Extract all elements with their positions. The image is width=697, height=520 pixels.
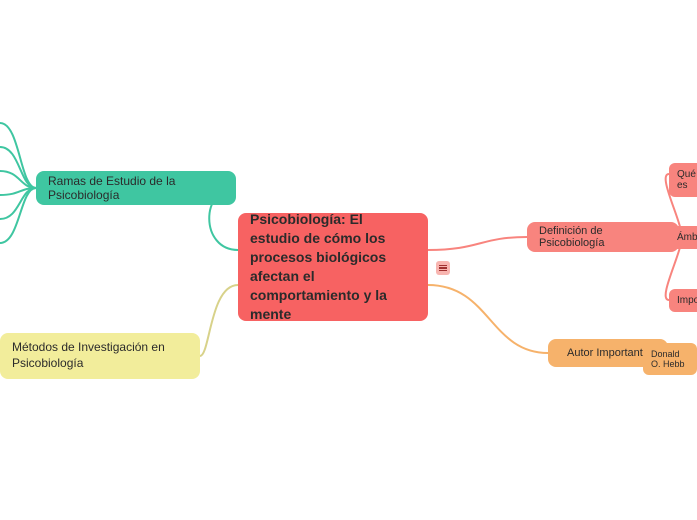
node-ambito[interactable]: Ámbito — [669, 226, 697, 249]
node-hebb[interactable]: Donald O. Hebb — [643, 343, 697, 375]
note-icon[interactable] — [436, 261, 450, 275]
node-quees[interactable]: Qué es — [669, 163, 697, 197]
node-metodos[interactable]: Métodos de Investigación en Psicobiologí… — [0, 333, 200, 379]
node-importancia[interactable]: Importancia — [669, 289, 697, 312]
central-topic[interactable]: Psicobiología: El estudio de cómo los pr… — [238, 213, 428, 321]
node-ramas[interactable]: Ramas de Estudio de la Psicobiología — [36, 171, 236, 205]
node-definicion[interactable]: Definición de Psicobiología — [527, 222, 679, 252]
